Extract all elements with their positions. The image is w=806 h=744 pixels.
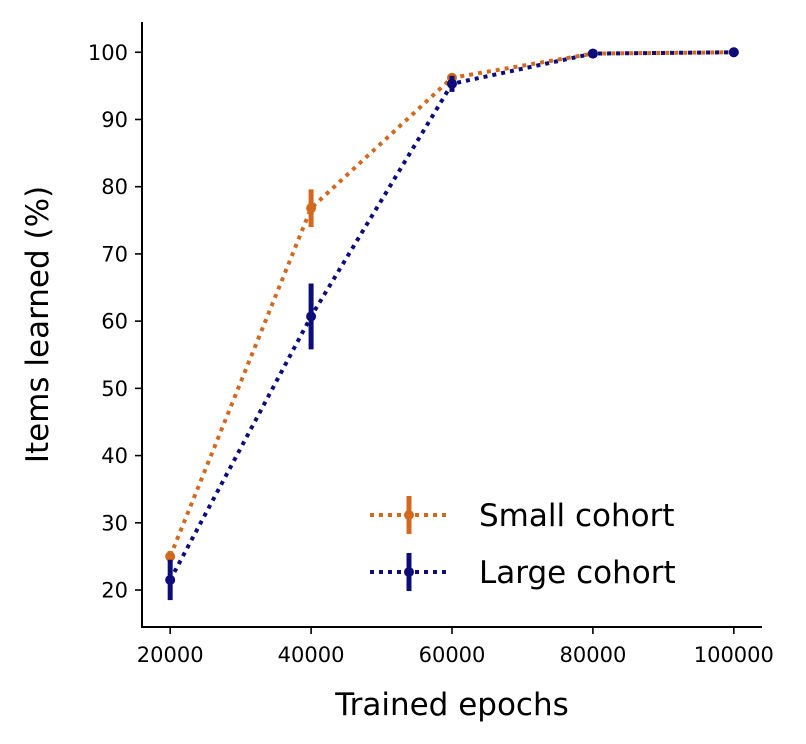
y-tick-label: 40 bbox=[101, 444, 128, 468]
x-tick-label: 80000 bbox=[560, 643, 627, 667]
y-axis-title: Items learned (%) bbox=[20, 186, 56, 463]
data-point bbox=[306, 311, 317, 322]
series-small-cohort bbox=[165, 47, 739, 562]
legend-label: Small cohort bbox=[479, 498, 674, 534]
data-point bbox=[165, 574, 176, 585]
data-point bbox=[165, 551, 176, 562]
x-tick-label: 60000 bbox=[419, 643, 486, 667]
x-axis-title: Trained epochs bbox=[334, 687, 569, 723]
y-tick-label: 30 bbox=[101, 511, 128, 535]
y-tick-label: 50 bbox=[101, 377, 128, 401]
x-tick-label: 20000 bbox=[137, 643, 204, 667]
legend: Small cohort Large cohort bbox=[370, 496, 676, 591]
series-line bbox=[168, 50, 734, 558]
series-large-cohort bbox=[165, 47, 739, 601]
y-tick-label: 20 bbox=[101, 579, 128, 603]
x-tick-label: 40000 bbox=[278, 643, 345, 667]
y-tick-label: 100 bbox=[88, 41, 128, 65]
legend-marker bbox=[404, 567, 414, 577]
x-tick-label: 100000 bbox=[694, 643, 774, 667]
ticks: 20000 40000 60000 80000 100000 20 30 40 50 60 70 80… bbox=[88, 41, 774, 667]
data-point bbox=[587, 48, 598, 59]
data-point bbox=[306, 203, 317, 214]
y-tick-label: 90 bbox=[101, 108, 128, 132]
legend-item: Small cohort bbox=[370, 496, 674, 534]
y-tick-label: 70 bbox=[101, 242, 128, 266]
legend-label: Large cohort bbox=[479, 555, 676, 591]
y-tick-label: 80 bbox=[101, 175, 128, 199]
series-group bbox=[165, 47, 739, 601]
axes bbox=[141, 22, 762, 628]
legend-item: Large cohort bbox=[370, 553, 676, 591]
y-tick-label: 60 bbox=[101, 310, 128, 334]
data-point bbox=[728, 47, 739, 58]
data-point bbox=[447, 78, 457, 89]
legend-marker bbox=[404, 510, 414, 520]
